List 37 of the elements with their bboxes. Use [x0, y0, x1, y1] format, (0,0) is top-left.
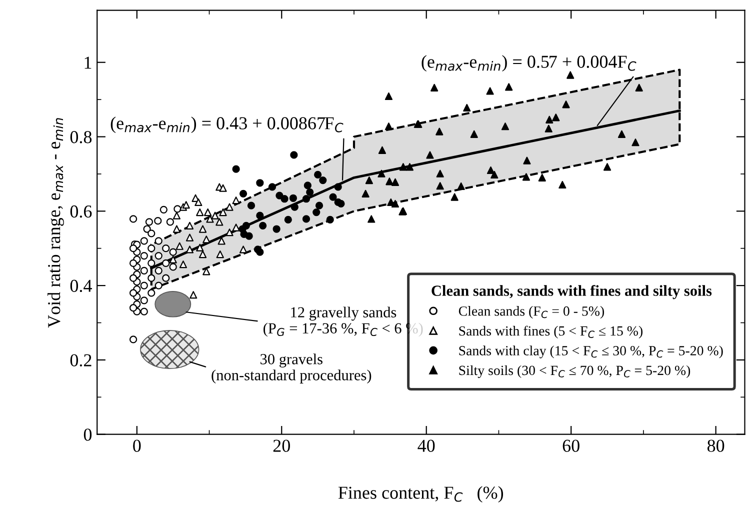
x-axis-title: Fines content, F$_{C}$ (%): [338, 486, 504, 502]
y-tick-label: 0.2: [70, 354, 92, 366]
legend-label: Silty soils (30 < F$_{C}$ ≤ 70 %, P$_{C}$ = 5-20 %): [459, 365, 690, 378]
x-tick-label: 80: [707, 440, 724, 452]
point: [129, 259, 138, 268]
point: [190, 291, 198, 299]
point: [129, 244, 138, 252]
y-tick-label: 1: [84, 56, 92, 69]
point: [129, 336, 138, 344]
legend-title: Clean sands, sands with fines and silty soils: [432, 285, 712, 300]
point: [140, 282, 148, 290]
y-tick-label: 0.8: [70, 131, 92, 144]
x-tick-label: 20: [273, 440, 290, 452]
y-axis-title: Void ratio range, e$_{max}$ - e$_{min}$: [48, 118, 64, 328]
point: [129, 289, 138, 297]
point: [140, 266, 148, 274]
legend-label: Clean sands (F$_{C}$ = 0 - 5%): [458, 306, 604, 319]
legend-label: Sands with fines (5 < F$_{C}$ ≤ 15 %): [459, 326, 642, 338]
point: [140, 252, 148, 260]
point: [143, 225, 151, 233]
annotation: 30 gravels (non-standard procedures): [212, 354, 372, 384]
point: [148, 289, 156, 297]
point: [140, 237, 148, 245]
legend-label: Sands with clay (15 < F$_{C}$ ≤ 30 %, P$_{C}$ = 5-20 %): [459, 346, 723, 358]
y-tick-label: 0.4: [70, 280, 92, 292]
y-tick-label: 0.6: [70, 205, 92, 218]
annotation: (e$_{max}$-e$_{min}$) = 0.57 + 0.004F$_{C}$: [422, 55, 636, 72]
annotation: (e$_{max}$-e$_{min}$) = 0.43 + 0.00867F$_{C}$: [110, 116, 344, 134]
x-tick-label: 0: [133, 440, 141, 452]
y-tick-label: 0: [84, 428, 92, 441]
point: [129, 304, 138, 312]
point: [129, 274, 138, 282]
x-tick-label: 60: [562, 440, 580, 452]
point: [140, 296, 148, 304]
point: [129, 215, 138, 223]
point: [140, 308, 148, 316]
x-tick-label: 40: [418, 440, 435, 452]
